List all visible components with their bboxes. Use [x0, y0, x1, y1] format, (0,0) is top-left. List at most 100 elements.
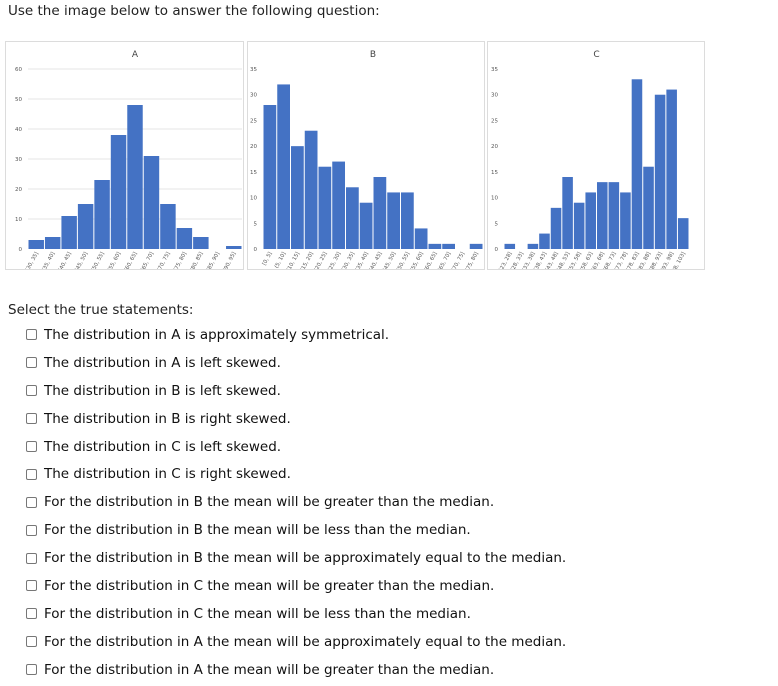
histogram-bar: [550, 207, 562, 249]
checkbox[interactable]: [26, 608, 37, 620]
y-tick-label: 20: [491, 144, 498, 150]
checkbox[interactable]: [26, 329, 37, 341]
y-tick-label: 30: [491, 93, 498, 99]
histogram-bar: [442, 243, 455, 249]
statement-option-12[interactable]: For the distribution in A the mean will …: [26, 628, 566, 656]
histogram-bar: [469, 243, 483, 249]
x-tick-label: (70, 75]: [451, 251, 466, 269]
x-tick-label: (50, 55]: [396, 251, 411, 269]
histogram-bar: [94, 180, 110, 249]
statement-option-8[interactable]: For the distribution in B the mean will …: [26, 516, 566, 544]
y-tick-label: 35: [250, 67, 257, 73]
histogram-bar: [193, 237, 209, 249]
histogram-bar: [373, 177, 387, 249]
histogram-bar: [401, 192, 414, 249]
y-tick-label: 5: [254, 221, 258, 227]
x-tick-label: (15, 20]: [300, 251, 315, 269]
statement-option-10[interactable]: For the distribution in C the mean will …: [26, 572, 566, 600]
option-label: For the distribution in B the mean will …: [44, 494, 495, 511]
y-tick-label: 50: [15, 97, 22, 103]
histogram-bar: [597, 182, 608, 249]
x-tick-label: (5, 10]: [274, 251, 288, 269]
x-tick-label: (70, 75]: [157, 251, 172, 269]
x-tick-label: (65, 70]: [140, 251, 155, 269]
checkbox[interactable]: [26, 413, 37, 425]
chart-svg: B 0 5 10 15 20 25 30 35 [0, 5] (5, 10](10, 15](15,…: [250, 50, 483, 269]
y-tick-label: 0: [254, 247, 258, 253]
option-label: For the distribution in A the mean will …: [44, 633, 567, 650]
histogram-bar: [631, 79, 643, 250]
y-tick-label: 5: [495, 221, 499, 227]
histogram-bar: [608, 182, 620, 249]
checkbox[interactable]: [26, 468, 37, 480]
statement-option-7[interactable]: For the distribution in B the mean will …: [26, 488, 566, 516]
option-label: For the distribution in A the mean will …: [44, 661, 495, 678]
histogram-bar: [359, 202, 373, 249]
checkbox[interactable]: [26, 664, 37, 676]
checkbox[interactable]: [26, 357, 37, 369]
histogram-bar: [110, 135, 127, 249]
statement-option-2[interactable]: The distribution in A is left skewed.: [26, 349, 566, 377]
statement-option-11[interactable]: For the distribution in C the mean will …: [26, 600, 566, 628]
y-tick-label: 15: [491, 170, 498, 176]
histogram-bar: [291, 146, 304, 249]
option-label: For the distribution in C the mean will …: [44, 577, 495, 594]
option-label: For the distribution in B the mean will …: [44, 550, 567, 567]
option-label: The distribution in C is right skewed.: [44, 466, 291, 483]
histogram-b: B 0 5 10 15 20 25 30 35 [0, 5] (5, 10] (10, 15] (15,…: [247, 41, 485, 270]
histogram-bar: [318, 166, 332, 249]
checkbox[interactable]: [26, 636, 37, 648]
x-tick-label: (60, 65]: [124, 251, 139, 269]
x-tick-label: (45, 50]: [382, 251, 397, 269]
question-prompt: Use the image below to answer the follow…: [8, 3, 380, 19]
y-tick-label: 40: [15, 127, 22, 133]
histogram-bar: [585, 192, 596, 249]
histogram-bar: [143, 156, 160, 249]
select-true-statements-label: Select the true statements:: [8, 302, 194, 318]
x-tick-label: (55, 60]: [410, 251, 425, 269]
histogram-bar: [44, 237, 61, 249]
x-tick-label: (60, 65]: [423, 251, 438, 269]
statement-option-13[interactable]: For the distribution in A the mean will …: [26, 656, 566, 684]
y-tick-label: 10: [15, 217, 22, 223]
checkbox[interactable]: [26, 385, 37, 397]
x-tick-label: (25, 30]: [327, 251, 342, 269]
y-tick-label: 10: [491, 196, 498, 202]
statement-option-6[interactable]: The distribution in C is right skewed.: [26, 460, 566, 488]
y-tick-label: 60: [15, 67, 22, 73]
histogram-bar: [263, 105, 277, 249]
histogram-bar: [226, 246, 242, 249]
statement-option-3[interactable]: The distribution in B is left skewed.: [26, 377, 566, 405]
histogram-bar: [654, 94, 666, 249]
checkbox[interactable]: [26, 552, 37, 564]
y-tick-label: 30: [250, 93, 257, 99]
histogram-bar: [332, 161, 345, 249]
statement-option-5[interactable]: The distribution in C is left skewed.: [26, 433, 566, 461]
histogram-bar: [127, 105, 143, 249]
option-label: The distribution in C is left skewed.: [44, 438, 282, 455]
x-tick-label: (30, 35]: [341, 251, 356, 269]
chart-title: C: [593, 50, 599, 60]
checkbox[interactable]: [26, 441, 37, 452]
histogram-bar: [643, 166, 654, 249]
statement-option-4[interactable]: The distribution in B is right skewed.: [26, 405, 566, 433]
histogram-c: C 0 5 10 15 20 25 30 35 [23, 28] (28, 33] (33, 38](…: [487, 41, 705, 270]
histogram-bar: [387, 192, 400, 249]
checkbox[interactable]: [26, 524, 37, 536]
histogram-bar: [77, 204, 94, 249]
histogram-bar: [620, 192, 631, 249]
option-label: The distribution in B is left skewed.: [44, 382, 281, 399]
checkbox[interactable]: [26, 496, 37, 508]
y-tick-label: 25: [250, 118, 257, 124]
statement-option-1[interactable]: The distribution in A is approximately s…: [26, 321, 566, 349]
histogram-bar: [304, 130, 318, 249]
histogram-bar: [414, 228, 428, 249]
x-tick-label: (90, 95]: [222, 251, 237, 269]
histogram-bar: [61, 216, 77, 249]
histogram-a: A 0 10 20 30 40 50 60 [30, 35] (35, 40] (40, 45] (4…: [5, 41, 244, 270]
x-tick-label: (50, 55]: [91, 251, 106, 269]
checkbox[interactable]: [26, 580, 37, 592]
y-tick-label: 15: [250, 170, 257, 176]
statement-option-9[interactable]: For the distribution in B the mean will …: [26, 544, 566, 572]
